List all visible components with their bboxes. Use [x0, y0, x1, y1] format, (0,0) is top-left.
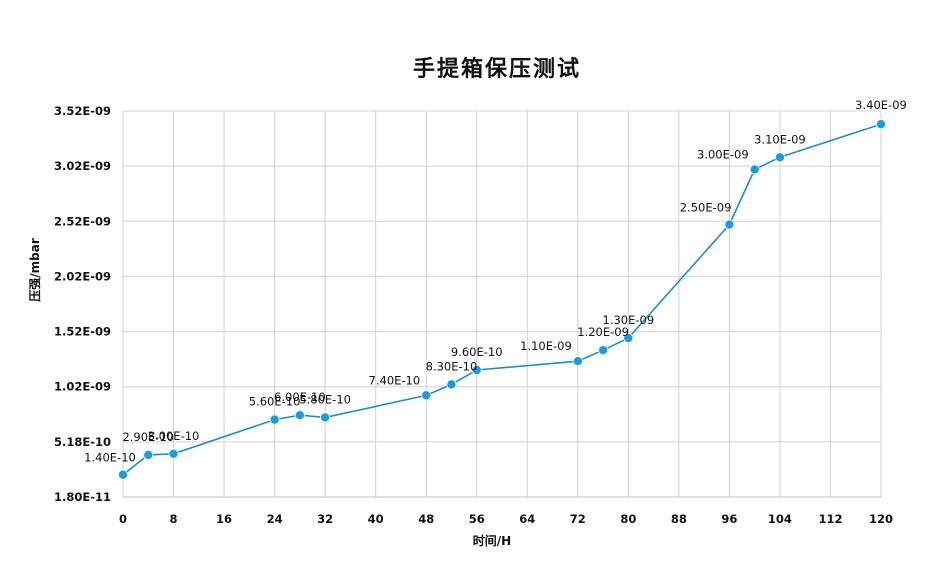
y-tick-label: 2.52E-09 — [54, 214, 111, 228]
data-point — [269, 414, 280, 425]
y-axis-label: 压强/mbar — [28, 238, 42, 302]
data-label: 1.40E-10 — [84, 451, 136, 465]
data-point — [471, 365, 482, 376]
data-point — [294, 410, 305, 421]
data-point — [774, 152, 785, 163]
data-label: 1.30E-09 — [603, 313, 655, 327]
data-point — [749, 164, 760, 175]
x-tick-label: 48 — [418, 512, 434, 526]
data-point — [118, 469, 129, 480]
x-tick-label: 0 — [119, 512, 127, 526]
data-label: 2.90E-10 — [122, 430, 174, 444]
data-point — [623, 333, 634, 344]
data-label: 7.40E-10 — [369, 373, 421, 387]
y-tick-label: 1.80E-11 — [54, 490, 111, 504]
y-tick-label: 1.52E-09 — [54, 325, 111, 339]
data-point — [598, 345, 609, 356]
data-label: 5.60E-10 — [249, 395, 301, 409]
grid — [122, 110, 882, 498]
x-tick-label: 96 — [721, 512, 737, 526]
x-tick-label: 88 — [671, 512, 687, 526]
data-label: 9.60E-10 — [451, 345, 503, 359]
data-point — [572, 356, 583, 367]
data-point — [421, 390, 432, 401]
y-tick-label: 3.52E-09 — [54, 104, 111, 118]
y-tick-label: 1.02E-09 — [54, 380, 111, 394]
data-point — [446, 379, 457, 390]
x-tick-label: 8 — [170, 512, 178, 526]
x-tick-label: 72 — [570, 512, 586, 526]
data-label: 1.10E-09 — [520, 339, 572, 353]
data-label: 2.50E-09 — [680, 201, 732, 215]
x-tick-label: 104 — [768, 512, 792, 526]
x-tick-label: 40 — [368, 512, 384, 526]
x-tick-label: 24 — [267, 512, 283, 526]
data-label: 1.20E-09 — [577, 325, 629, 339]
x-tick-label: 32 — [317, 512, 333, 526]
x-tick-label: 112 — [818, 512, 842, 526]
data-label: 6.00E-10 — [274, 390, 326, 404]
x-axis-label: 时间/H — [473, 533, 511, 548]
series-line — [122, 123, 882, 476]
data-point — [876, 119, 887, 130]
x-tick-label: 64 — [519, 512, 535, 526]
data-point — [168, 448, 179, 459]
series-1 — [118, 119, 887, 480]
data-point — [143, 449, 154, 460]
data-label: 3.10E-09 — [754, 132, 806, 146]
data-label: 8.30E-10 — [426, 359, 478, 373]
data-label: 3.00E-09 — [697, 147, 749, 161]
x-tick-label: 16 — [216, 512, 232, 526]
chart-title: 手提箱保压测试 — [413, 56, 581, 82]
data-label: 5.80E-10 — [299, 392, 351, 406]
y-tick-label: 5.18E-10 — [54, 435, 111, 449]
x-tick-label: 56 — [469, 512, 485, 526]
y-tick-label: 2.02E-09 — [54, 269, 111, 283]
y-tick-label: 3.02E-09 — [54, 159, 111, 173]
y-axis-ticks: 1.80E-11 5.18E-10 1.02E-09 1.52E-09 2.02E-09… — [54, 104, 111, 504]
x-tick-label: 80 — [620, 512, 636, 526]
x-tick-label: 120 — [869, 512, 893, 526]
data-point — [320, 412, 331, 423]
data-label: 3.40E-09 — [855, 98, 907, 112]
data-point — [724, 219, 735, 230]
x-axis-ticks: 0 8 16 24 32 40 48 56 64 72 80 88 96 104 112 120 — [119, 512, 893, 526]
data-label: 3.00E-10 — [148, 429, 200, 443]
data-labels: 1.40E-10 2.90E-103.00E-10 5.60E-106.00E-10… — [84, 98, 907, 465]
